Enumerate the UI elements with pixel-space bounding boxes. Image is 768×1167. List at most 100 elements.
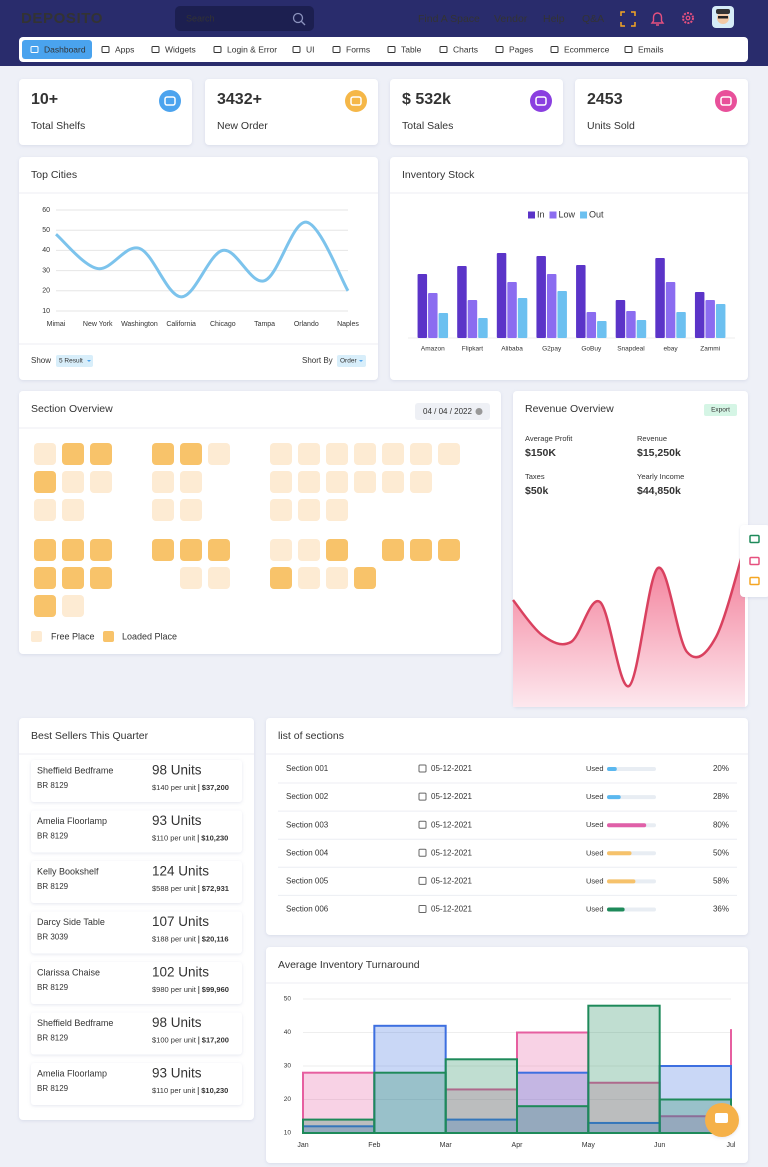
search-box[interactable]	[175, 6, 314, 31]
free-place[interactable]	[270, 471, 292, 493]
seller-units: 93 Units	[152, 1066, 202, 1081]
free-place[interactable]	[270, 539, 292, 561]
stat-icon	[530, 90, 552, 112]
loaded-place[interactable]	[62, 567, 84, 589]
loaded-place[interactable]	[382, 539, 404, 561]
nav-link[interactable]: Find A Space	[418, 13, 480, 25]
free-place[interactable]	[270, 499, 292, 521]
menu-item[interactable]: Table	[401, 44, 422, 54]
progress-fill	[607, 851, 632, 856]
menu-item[interactable]: Dashboard	[44, 44, 86, 54]
loaded-place[interactable]	[34, 539, 56, 561]
loaded-place[interactable]	[354, 567, 376, 589]
loaded-place[interactable]	[34, 471, 56, 493]
free-place[interactable]	[208, 443, 230, 465]
loaded-place[interactable]	[90, 567, 112, 589]
menu-item[interactable]: Ecommerce	[564, 44, 610, 54]
free-place[interactable]	[208, 567, 230, 589]
free-place[interactable]	[382, 471, 404, 493]
free-place[interactable]	[270, 443, 292, 465]
free-place[interactable]	[410, 443, 432, 465]
loaded-place[interactable]	[152, 443, 174, 465]
export-button[interactable]	[704, 404, 737, 416]
free-place[interactable]	[152, 471, 174, 493]
free-place[interactable]	[298, 539, 320, 561]
toolbar-icon[interactable]	[749, 556, 760, 566]
section-name[interactable]: Section 005	[286, 877, 329, 886]
seller-name: Amelia Floorlamp	[37, 816, 107, 826]
stat-value: $ 532k	[402, 91, 451, 108]
free-place[interactable]	[410, 471, 432, 493]
loaded-place[interactable]	[90, 539, 112, 561]
stat-value: 3432+	[217, 91, 262, 108]
bell-icon[interactable]	[650, 12, 665, 26]
loaded-place[interactable]	[34, 567, 56, 589]
nav-link[interactable]: Q&A	[582, 13, 604, 25]
fullscreen-icon[interactable]	[620, 11, 636, 27]
free-place[interactable]	[298, 471, 320, 493]
loaded-place[interactable]	[62, 443, 84, 465]
menu-item[interactable]: Apps	[115, 44, 134, 54]
free-place[interactable]	[298, 567, 320, 589]
menu-item[interactable]: Pages	[509, 44, 533, 54]
free-place[interactable]	[298, 499, 320, 521]
free-place[interactable]	[62, 499, 84, 521]
result-select[interactable]	[56, 355, 93, 367]
loaded-place[interactable]	[208, 539, 230, 561]
loaded-place[interactable]	[326, 539, 348, 561]
free-place[interactable]	[152, 499, 174, 521]
menu-item[interactable]: Forms	[346, 44, 370, 54]
free-place[interactable]	[90, 471, 112, 493]
date-chip[interactable]	[415, 403, 490, 420]
menu-item[interactable]: Widgets	[165, 44, 196, 54]
loaded-place[interactable]	[410, 539, 432, 561]
order-select[interactable]	[337, 355, 366, 367]
free-place[interactable]	[354, 471, 376, 493]
nav-link[interactable]: Help	[543, 13, 565, 25]
bar	[626, 311, 636, 338]
free-place[interactable]	[438, 443, 460, 465]
seller-price: $140 per unit	[152, 783, 197, 792]
seller-code: BR 8129	[37, 983, 69, 992]
loaded-place[interactable]	[34, 595, 56, 617]
y-tick-label: 30	[42, 267, 50, 274]
nav-link[interactable]: Vendor	[494, 13, 528, 25]
menu-item[interactable]: Emails	[638, 44, 664, 54]
section-name[interactable]: Section 003	[286, 820, 329, 829]
section-name[interactable]: Section 001	[286, 764, 329, 773]
loaded-place[interactable]	[62, 539, 84, 561]
free-place[interactable]	[180, 471, 202, 493]
toolbar-icon[interactable]	[749, 576, 760, 586]
section-name[interactable]: Section 002	[286, 792, 329, 801]
free-place[interactable]	[326, 499, 348, 521]
free-place[interactable]	[34, 443, 56, 465]
toolbar-icon[interactable]	[749, 534, 760, 544]
free-place[interactable]	[298, 443, 320, 465]
free-place[interactable]	[62, 595, 84, 617]
brand-logo[interactable]: DEPOSITO	[21, 10, 103, 27]
menu-item[interactable]: Login & Error	[227, 44, 277, 54]
section-name[interactable]: Section 004	[286, 848, 329, 857]
free-place[interactable]	[326, 471, 348, 493]
free-place[interactable]	[326, 567, 348, 589]
free-place[interactable]	[382, 443, 404, 465]
loaded-place[interactable]	[270, 567, 292, 589]
free-place[interactable]	[180, 499, 202, 521]
bar	[615, 300, 626, 338]
free-place[interactable]	[180, 567, 202, 589]
loaded-place[interactable]	[90, 443, 112, 465]
card-title: Top Cities	[31, 169, 77, 181]
menu-item[interactable]: UI	[306, 44, 315, 54]
settings-icon[interactable]	[682, 12, 694, 24]
section-name[interactable]: Section 006	[286, 905, 329, 914]
loaded-place[interactable]	[438, 539, 460, 561]
menu-item[interactable]: Charts	[453, 44, 478, 54]
free-place[interactable]	[34, 499, 56, 521]
free-place[interactable]	[326, 443, 348, 465]
free-place[interactable]	[62, 471, 84, 493]
loaded-place[interactable]	[152, 539, 174, 561]
free-place[interactable]	[354, 443, 376, 465]
loaded-place[interactable]	[180, 539, 202, 561]
loaded-place[interactable]	[180, 443, 202, 465]
progress-fill	[607, 907, 625, 912]
